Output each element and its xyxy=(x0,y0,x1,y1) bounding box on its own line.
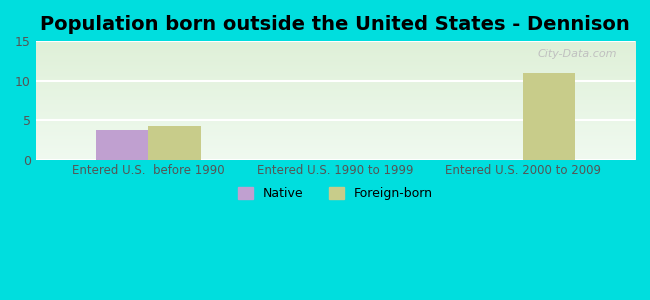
Title: Population born outside the United States - Dennison: Population born outside the United State… xyxy=(40,15,630,34)
Bar xyxy=(96,130,148,160)
Bar xyxy=(148,126,201,160)
Bar xyxy=(523,73,575,160)
Legend: Native, Foreign-born: Native, Foreign-born xyxy=(233,182,437,206)
Text: City-Data.com: City-Data.com xyxy=(538,50,617,59)
